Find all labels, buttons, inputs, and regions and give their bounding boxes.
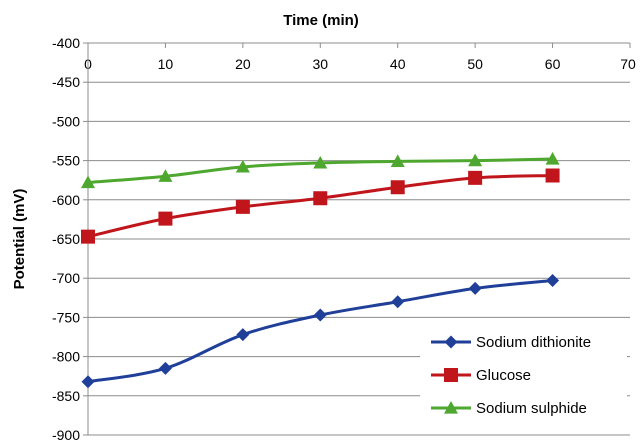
point-sodium-sulphide-3 (313, 155, 328, 169)
point-glucose-5 (468, 170, 483, 185)
point-sodium-dithionite-1 (158, 361, 172, 375)
y-tick-label-1: -450 (52, 74, 80, 90)
series-sodium-sulphide (81, 152, 560, 189)
point-sodium-dithionite-5 (468, 281, 482, 295)
point-glucose-1 (158, 211, 173, 226)
point-sodium-dithionite-4 (391, 295, 405, 309)
legend-label-sodium-sulphide: Sodium sulphide (476, 400, 587, 417)
y-tick-label-7: -750 (52, 309, 80, 325)
x-tick-label-5: 50 (467, 56, 483, 72)
y-tick-labels: -400 -450 -500 -550 -600 -650 -700 -750 -800 -850… (52, 35, 88, 442)
y-tick-label-6: -700 (52, 270, 80, 286)
y-tick-label-5: -650 (52, 231, 80, 247)
x-tick-label-6: 60 (545, 56, 561, 72)
point-sodium-sulphide-6 (545, 152, 560, 165)
series-line-glucose (87, 173, 553, 239)
x-tick-label-2: 20 (235, 56, 251, 72)
x-tick-label-4: 40 (390, 56, 406, 72)
point-sodium-sulphide-4 (390, 154, 405, 167)
legend-marker-sodium-dithionite (444, 335, 458, 349)
y-tick-label-3: -550 (52, 153, 80, 169)
legend-marker-sodium-sulphide (444, 401, 458, 414)
series-glucose (81, 168, 560, 244)
point-glucose-2 (235, 199, 250, 214)
point-glucose-3 (313, 191, 328, 206)
x-tick-label-3: 30 (312, 56, 328, 72)
point-sodium-sulphide-1 (158, 169, 173, 182)
point-sodium-dithionite-2 (236, 328, 250, 342)
y-tick-label-9: -850 (52, 388, 80, 404)
series-group (81, 152, 560, 389)
legend-marker-glucose (444, 368, 458, 382)
x-tick-label-1: 10 (158, 56, 174, 72)
legend-label-glucose: Glucose (476, 367, 531, 384)
legend: Sodium dithionite Glucose Sodium sulphide (420, 326, 627, 432)
point-sodium-dithionite-3 (313, 308, 327, 322)
point-sodium-dithionite-6 (546, 274, 560, 288)
y-tick-label-2: -500 (52, 113, 80, 129)
point-sodium-sulphide-0 (81, 175, 95, 189)
y-tick-label-8: -800 (52, 349, 80, 365)
y-tick-label-0: -400 (52, 35, 80, 51)
point-sodium-sulphide-5 (468, 153, 483, 167)
y-tick-label-4: -600 (52, 192, 80, 208)
point-sodium-dithionite-0 (81, 375, 95, 389)
series-sodium-dithionite (81, 274, 560, 389)
point-glucose-6 (545, 168, 560, 183)
x-tick-label-7: 70 (620, 56, 636, 72)
point-glucose-0 (81, 229, 95, 244)
point-sodium-sulphide-2 (235, 159, 250, 173)
y-tick-label-10: -900 (52, 427, 80, 442)
y-axis-title: Potential (mV) (11, 189, 28, 290)
legend-label-sodium-dithionite: Sodium dithionite (476, 334, 591, 351)
x-axis-title: Time (min) (283, 12, 359, 29)
point-glucose-4 (390, 180, 405, 195)
